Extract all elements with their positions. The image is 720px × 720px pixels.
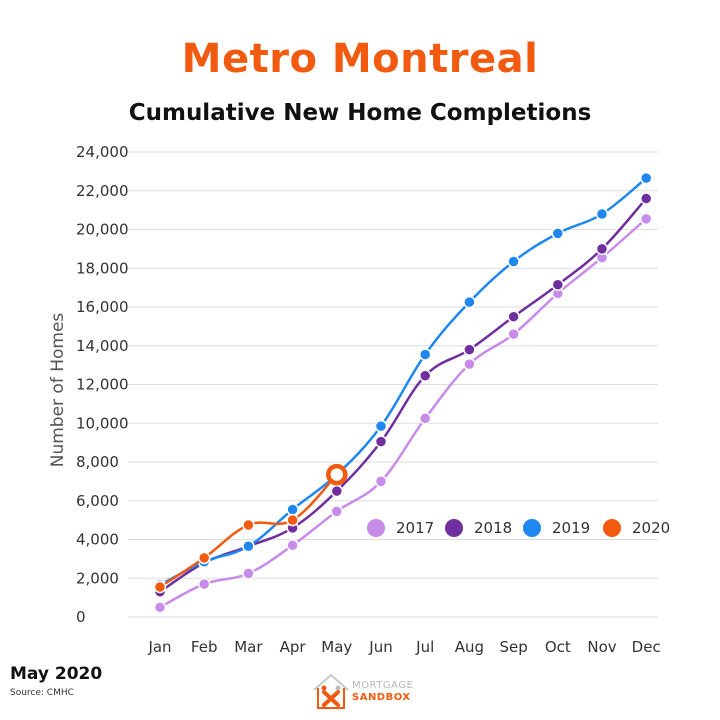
data-point — [286, 503, 299, 516]
data-point — [463, 295, 476, 309]
y-tick-label: 18,000 — [76, 259, 129, 277]
series-line — [159, 217, 648, 609]
y-tick-label: 20,000 — [76, 221, 129, 239]
report-date: May 2020 — [10, 664, 103, 684]
data-point — [639, 212, 653, 226]
data-point — [286, 539, 299, 552]
data-point — [374, 419, 388, 433]
house-logo-icon — [313, 673, 349, 709]
brand-logo: MORTGAGE SANDBOX — [312, 668, 422, 712]
data-point — [374, 435, 388, 448]
data-point — [639, 192, 653, 205]
data-point — [418, 412, 432, 425]
data-point — [418, 369, 432, 383]
y-axis-tick-labels: 0 2,000 4,000 6,000 8,000 10,000 12,000 14,000 1… — [76, 143, 129, 626]
y-tick-label: 12,000 — [76, 376, 129, 394]
legend-swatch — [603, 519, 621, 537]
x-tick-label: Mar — [234, 638, 263, 656]
data-point — [286, 513, 299, 527]
brand-name-line1: MORTGAGE — [352, 680, 414, 691]
data-point — [551, 227, 565, 240]
data-point — [242, 540, 255, 553]
series-2020 — [153, 463, 348, 594]
legend-label: 2018 — [474, 519, 512, 537]
legend-item: 2018 — [445, 519, 512, 537]
x-tick-label: May — [321, 638, 352, 656]
data-point — [197, 551, 211, 565]
x-tick-label: Aug — [455, 638, 484, 656]
data-point — [242, 518, 255, 532]
legend-swatch — [523, 519, 541, 537]
data-point — [595, 207, 609, 221]
legend-item: 2017 — [367, 519, 434, 537]
data-point — [374, 475, 388, 488]
x-tick-label: Feb — [191, 638, 218, 656]
legend-swatch — [445, 519, 463, 537]
legend-swatch — [367, 519, 385, 537]
x-tick-label: Jan — [147, 638, 171, 656]
y-tick-label: 10,000 — [76, 414, 129, 432]
x-tick-label: Dec — [632, 638, 661, 656]
y-tick-label: 14,000 — [76, 337, 129, 355]
y-tick-label: 8,000 — [76, 453, 119, 471]
brand-name-line2: SANDBOX — [352, 692, 411, 703]
x-tick-label: Apr — [280, 638, 307, 656]
y-tick-label: 22,000 — [76, 182, 129, 200]
data-point — [507, 255, 520, 268]
data-point — [507, 310, 520, 323]
page-title: Metro Montreal — [181, 36, 539, 82]
y-tick-label: 24,000 — [76, 143, 129, 161]
data-point — [507, 327, 520, 341]
data-point — [197, 577, 211, 591]
x-axis-tick-labels: Jan Feb Mar Apr May Jun Jul Aug Sep Oct Nov Dec — [147, 638, 660, 656]
x-tick-label: Oct — [545, 638, 571, 656]
data-point — [330, 505, 344, 518]
y-tick-label: 4,000 — [76, 531, 119, 549]
series-lines — [153, 171, 653, 614]
data-point — [551, 278, 565, 291]
data-point — [463, 343, 476, 356]
source-note: Source: CMHC — [10, 688, 74, 698]
legend-item: 2019 — [523, 519, 590, 537]
chart-subtitle: Cumulative New Home Completions — [128, 100, 592, 126]
data-point — [639, 171, 653, 185]
gridlines — [128, 151, 658, 618]
series-2017 — [153, 212, 653, 614]
legend: 2017 2018 2019 2020 — [367, 519, 670, 537]
data-point — [153, 601, 167, 614]
x-tick-label: Nov — [587, 638, 616, 656]
highlighted-data-point — [326, 463, 348, 486]
y-tick-label: 16,000 — [76, 298, 129, 316]
y-tick-label: 2,000 — [76, 569, 119, 587]
y-tick-label: 0 — [76, 608, 86, 626]
x-tick-label: Sep — [499, 638, 527, 656]
legend-label: 2020 — [632, 519, 670, 537]
x-tick-label: Jun — [368, 638, 392, 656]
data-point — [153, 580, 167, 594]
y-axis-title: Number of Homes — [48, 313, 68, 468]
legend-label: 2017 — [396, 519, 434, 537]
legend-label: 2019 — [552, 519, 590, 537]
data-point — [463, 357, 476, 371]
data-point — [595, 242, 609, 256]
y-tick-label: 6,000 — [76, 492, 119, 510]
legend-item: 2020 — [603, 519, 670, 537]
data-point — [418, 348, 432, 361]
data-point — [242, 567, 255, 580]
x-tick-label: Jul — [415, 638, 434, 656]
data-point — [330, 484, 344, 498]
